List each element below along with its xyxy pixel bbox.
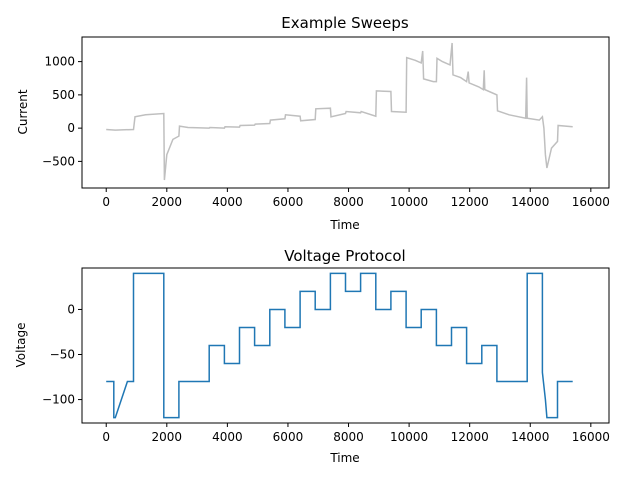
sweeps-title: Example Sweeps [281,14,409,32]
voltage-xtick-label: 10000 [390,430,428,444]
voltage-series-line-0 [106,272,573,419]
sweeps-xtick-label: 14000 [511,195,549,209]
sweeps-ytick-label: −500 [42,154,75,168]
sweeps-yticks: −500 0 500 1000 [42,55,82,168]
sweeps-xtick-label: 16000 [572,195,610,209]
voltage-xtick-label: 16000 [572,430,610,444]
voltage-axes-frame [81,267,610,424]
sweeps-xticks: 0 2000 4000 6000 8000 10000 12000 14000 16000 [102,188,610,209]
voltage-yticks: −100 −50 0 [42,302,82,407]
voltage-xlabel: Time [329,451,359,465]
sweeps-series-line-0 [106,42,573,181]
sweeps-xtick-label: 12000 [451,195,489,209]
sweeps-xtick-label: 10000 [390,195,428,209]
sweeps-ytick-label: 500 [52,88,75,102]
voltage-ytick-label: −50 [50,348,75,362]
sweeps-xtick-label: 6000 [273,195,304,209]
voltage-series [106,272,573,419]
voltage-xtick-label: 12000 [451,430,489,444]
voltage-xtick-label: 0 [102,430,110,444]
voltage-subplot: Voltage Protocol 0 2000 4000 6000 8000 10000 1… [14,247,610,465]
voltage-ytick-label: −100 [42,393,75,407]
sweeps-xlabel: Time [329,218,359,232]
sweeps-ylabel: Current [16,89,30,134]
sweeps-axes-frame [81,36,610,189]
voltage-xtick-label: 14000 [511,430,549,444]
sweeps-xtick-label: 2000 [152,195,183,209]
voltage-xtick-label: 2000 [152,430,183,444]
voltage-title: Voltage Protocol [284,247,405,265]
voltage-ylabel: Voltage [14,322,28,367]
voltage-xtick-label: 8000 [333,430,364,444]
sweeps-ytick-label: 0 [67,121,75,135]
sweeps-ytick-label: 1000 [44,55,75,69]
sweeps-xtick-label: 4000 [212,195,243,209]
voltage-xticks: 0 2000 4000 6000 8000 10000 12000 14000 16000 [102,423,610,444]
sweeps-xtick-label: 8000 [333,195,364,209]
sweeps-xtick-label: 0 [102,195,110,209]
sweeps-series [106,42,573,181]
voltage-xtick-label: 4000 [212,430,243,444]
voltage-ytick-label: 0 [67,302,75,316]
voltage-xtick-label: 6000 [273,430,304,444]
sweeps-subplot: Example Sweeps 0 2000 4000 6000 8000 10000 120… [16,14,610,232]
